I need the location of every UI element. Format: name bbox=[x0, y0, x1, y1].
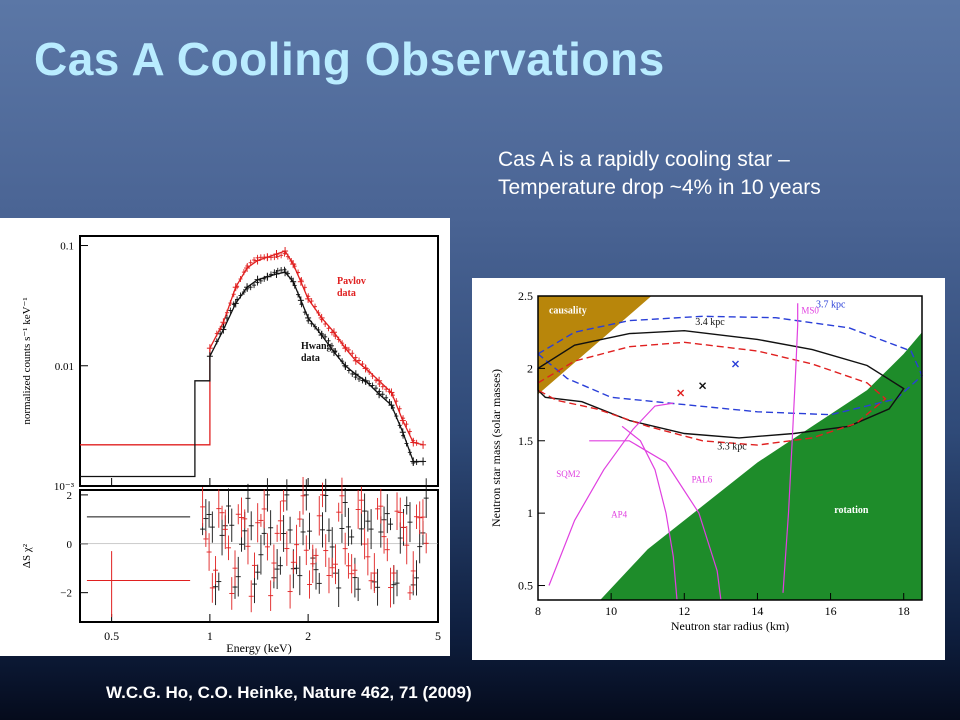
note-line-2: Temperature drop ~4% in 10 years bbox=[498, 176, 821, 199]
best-fit-marker bbox=[731, 360, 739, 368]
rotation-label: rotation bbox=[834, 505, 869, 516]
x-tick-label: 1 bbox=[207, 629, 213, 643]
mass-radius-figure: 8 10 12 14 16 18 0.5 1 1.5 2 2.5 Neutron star radiu… bbox=[472, 278, 945, 660]
eos-curve-pal6 bbox=[589, 440, 722, 601]
mr-x-tick-label: 10 bbox=[605, 604, 617, 618]
mr-x-tick-label: 12 bbox=[678, 604, 690, 618]
residual-frame bbox=[79, 489, 439, 623]
contour-label-3-7kpc: 3.7 kpc bbox=[816, 300, 846, 311]
x-tick-label: 5 bbox=[435, 629, 441, 643]
mass-radius-chart-svg: 8 10 12 14 16 18 0.5 1 1.5 2 2.5 Neutron star radiu… bbox=[489, 289, 923, 633]
contour-34-kpc bbox=[537, 329, 905, 439]
residual-y-tick-label: 2 bbox=[67, 490, 73, 502]
eos-curve-ms0 bbox=[782, 303, 799, 593]
eos-label-sqm2: SQM2 bbox=[556, 469, 580, 479]
spectrum-figure: 0.5 1 2 5 Energy (keV) 0.1 0.01 10⁻³ normalized … bbox=[0, 218, 450, 656]
note-line-1: Cas A is a rapidly cooling star – bbox=[498, 148, 790, 171]
pavlov-label-line2: data bbox=[337, 288, 356, 299]
contour-label-3-3kpc: 3.3 kpc bbox=[717, 441, 747, 452]
residual-y-tick-label: 0 bbox=[67, 539, 73, 551]
mr-y-tick-label: 2 bbox=[527, 361, 533, 375]
spectrum-y-tick-label: 0.01 bbox=[55, 361, 74, 373]
spectrum-y-tick-label: 10⁻³ bbox=[54, 481, 75, 493]
mass-radius-frame bbox=[537, 295, 923, 601]
eos-label-ap4: AP4 bbox=[611, 509, 628, 519]
citation-text: W.C.G. Ho, C.O. Heinke, Nature 462, 71 (… bbox=[106, 683, 472, 702]
x-axis-label: Energy (keV) bbox=[226, 641, 291, 655]
mr-y-tick-label: 0.5 bbox=[518, 579, 533, 593]
mr-x-tick-label: 16 bbox=[825, 604, 837, 618]
mr-y-axis-label: Neutron star mass (solar masses) bbox=[489, 369, 503, 527]
rotation-region bbox=[600, 332, 922, 600]
eos-label-ms0: MS0 bbox=[801, 305, 819, 315]
hwang-label-line2: data bbox=[301, 353, 320, 364]
best-fit-marker bbox=[677, 389, 685, 397]
best-fit-marker bbox=[699, 382, 707, 390]
residual-y-tick-label: −2 bbox=[60, 588, 72, 600]
mr-x-tick-label: 18 bbox=[898, 604, 910, 618]
spectrum-y-axis-label: normalized counts s⁻¹ keV⁻¹ bbox=[21, 297, 33, 424]
pavlov-label-line1: Pavlov bbox=[337, 276, 366, 287]
slide-title: Cas A Cooling Observations bbox=[34, 33, 665, 85]
residual-y-axis-label: ΔS χ² bbox=[21, 543, 33, 568]
spectrum-chart-svg: 0.5 1 2 5 Energy (keV) 0.1 0.01 10⁻³ normalized … bbox=[21, 235, 441, 655]
spectrum-series-pavlov bbox=[80, 250, 424, 446]
mr-x-tick-label: 8 bbox=[535, 604, 541, 618]
eos-curve-ap4 bbox=[621, 425, 678, 601]
eos-label-pal6: PAL6 bbox=[692, 475, 713, 485]
mr-y-tick-label: 1.5 bbox=[518, 434, 533, 448]
mr-x-axis-label: Neutron star radius (km) bbox=[671, 619, 789, 633]
contour-label-3-4kpc: 3.4 kpc bbox=[695, 317, 725, 328]
summary-note: Cas A is a rapidly cooling star – Temper… bbox=[498, 146, 938, 202]
mr-x-tick-label: 14 bbox=[751, 604, 763, 618]
mr-y-tick-label: 1 bbox=[527, 506, 533, 520]
hwang-label-line1: Hwang bbox=[301, 341, 332, 352]
mr-y-tick-label: 2.5 bbox=[518, 289, 533, 303]
contour-33-kpc bbox=[537, 341, 887, 446]
eos-curve-sqm2 bbox=[548, 402, 674, 586]
spectrum-frame bbox=[79, 235, 439, 487]
x-tick-label: 0.5 bbox=[104, 629, 119, 643]
spectrum-y-tick-label: 0.1 bbox=[60, 241, 74, 253]
x-tick-label: 2 bbox=[305, 629, 311, 643]
causality-label: causality bbox=[549, 305, 587, 316]
causality-region bbox=[538, 296, 652, 395]
